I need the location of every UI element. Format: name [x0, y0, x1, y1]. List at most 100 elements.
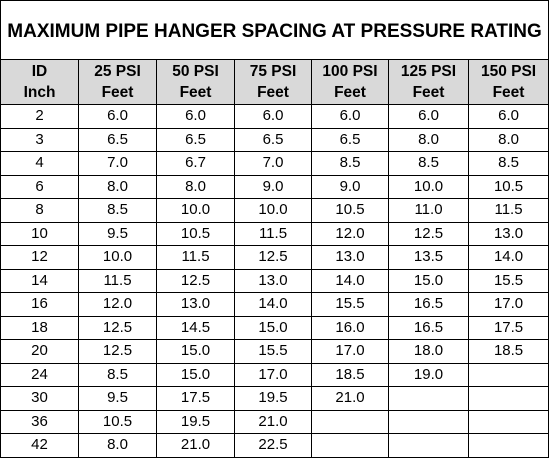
- column-header-line1: 100 PSI: [322, 63, 378, 80]
- spacing-cell: 8.5: [78, 198, 157, 223]
- spacing-cell: 17.5: [467, 315, 549, 340]
- spacing-cell: 19.5: [156, 409, 235, 434]
- spacing-cell: 9.5: [78, 221, 157, 246]
- spacing-cell: 6.7: [156, 151, 235, 176]
- spacing-cell: 15.5: [311, 292, 389, 317]
- spacing-cell: 15.5: [467, 268, 549, 293]
- spacing-cell: 8.0: [467, 127, 549, 152]
- column-header: ID Inch: [0, 59, 79, 105]
- spacing-cell: 13.0: [234, 268, 312, 293]
- pipe-id-cell: 30: [0, 386, 79, 411]
- column-header-unit: Feet: [334, 84, 366, 101]
- spacing-cell: 11.5: [467, 198, 549, 223]
- spacing-cell: 10.5: [467, 174, 549, 199]
- spacing-cell: 12.5: [234, 245, 312, 270]
- column-header-unit: Feet: [101, 84, 134, 101]
- table-row: 10 9.5 10.5 11.5 12.0 12.5 13.0: [0, 221, 549, 246]
- spacing-cell: 15.0: [388, 268, 469, 293]
- table-row: 36 10.5 19.5 21.0: [0, 409, 549, 434]
- spacing-cell: [467, 386, 549, 411]
- spacing-cell: 11.5: [234, 221, 312, 246]
- header-row: ID Inch 25 PSI Feet 50 PSI Feet 75 PSI Feet 100 …: [0, 59, 549, 105]
- spacing-cell: 6.5: [234, 127, 312, 152]
- spacing-cell: 9.5: [78, 386, 157, 411]
- table-row: 30 9.5 17.5 19.5 21.0: [0, 386, 549, 411]
- spacing-cell: 11.5: [156, 245, 235, 270]
- spacing-cell: 16.5: [388, 315, 469, 340]
- spacing-cell: 12.5: [78, 315, 157, 340]
- pipe-id-cell: 4: [0, 151, 79, 176]
- pipe-id-cell: 24: [0, 362, 79, 387]
- spacing-cell: 6.5: [78, 127, 157, 152]
- spacing-cell: 6.0: [388, 104, 469, 129]
- spacing-cell: 11.0: [388, 198, 469, 223]
- pipe-id-cell: 2: [0, 104, 79, 129]
- spacing-cell: 10.5: [156, 221, 235, 246]
- pipe-id-cell: 20: [0, 339, 79, 364]
- spacing-cell: 6.5: [156, 127, 235, 152]
- spacing-cell: 13.0: [156, 292, 235, 317]
- spacing-cell: 12.5: [388, 221, 469, 246]
- column-header: 50 PSI Feet: [156, 59, 235, 105]
- pipe-id-cell: 36: [0, 409, 79, 434]
- spacing-cell: 15.0: [234, 315, 312, 340]
- spacing-cell: 12.0: [78, 292, 157, 317]
- spacing-cell: [311, 409, 389, 434]
- spacing-cell: 12.5: [78, 339, 157, 364]
- spacing-cell: [467, 409, 549, 434]
- table-row: 18 12.5 14.5 15.0 16.0 16.5 17.5: [0, 315, 549, 340]
- spacing-cell: 13.5: [388, 245, 469, 270]
- pipe-id-cell: 42: [0, 433, 79, 458]
- spacing-cell: 14.0: [311, 268, 389, 293]
- spacing-cell: 22.5: [234, 433, 312, 458]
- spacing-cell: 6.0: [234, 104, 312, 129]
- spacing-cell: 10.5: [311, 198, 389, 223]
- spacing-cell: [388, 386, 469, 411]
- column-header-unit: Feet: [179, 84, 212, 101]
- column-header: 125 PSI Feet: [388, 59, 469, 105]
- spacing-cell: 6.0: [156, 104, 235, 129]
- table-row: 12 10.0 11.5 12.5 13.0 13.5 14.0: [0, 245, 549, 270]
- spacing-cell: 6.0: [311, 104, 389, 129]
- column-header-line1: ID: [31, 63, 48, 80]
- table-row: 42 8.0 21.0 22.5: [0, 433, 549, 458]
- spacing-cell: [467, 433, 549, 458]
- spacing-cell: 10.0: [388, 174, 469, 199]
- spacing-cell: 6.0: [78, 104, 157, 129]
- column-header-line1: 150 PSI: [480, 63, 537, 80]
- spacing-cell: [311, 433, 389, 458]
- table-row: 16 12.0 13.0 14.0 15.5 16.5 17.0: [0, 292, 549, 317]
- spacing-cell: 16.5: [388, 292, 469, 317]
- spacing-cell: 10.0: [234, 198, 312, 223]
- spacing-cell: 21.0: [311, 386, 389, 411]
- spacing-cell: 19.0: [388, 362, 469, 387]
- table-row: 14 11.5 12.5 13.0 14.0 15.0 15.5: [0, 268, 549, 293]
- pipe-id-cell: 6: [0, 174, 79, 199]
- column-header-unit: Inch: [23, 84, 56, 101]
- table-row: 20 12.5 15.0 15.5 17.0 18.0 18.5: [0, 339, 549, 364]
- pipe-id-cell: 18: [0, 315, 79, 340]
- column-header: 150 PSI Feet: [467, 59, 549, 105]
- spacing-cell: 9.0: [234, 174, 312, 199]
- column-header-line1: 75 PSI: [249, 63, 297, 80]
- column-header-line1: 50 PSI: [172, 63, 219, 80]
- spacing-cell: 17.0: [234, 362, 312, 387]
- spacing-cell: 15.0: [156, 362, 235, 387]
- spacing-cell: 18.5: [467, 339, 549, 364]
- column-header: 100 PSI Feet: [311, 59, 389, 105]
- column-header: 75 PSI Feet: [234, 59, 312, 105]
- spacing-cell: 12.5: [156, 268, 235, 293]
- table-row: 24 8.5 15.0 17.0 18.5 19.0: [0, 362, 549, 387]
- spacing-cell: 16.0: [311, 315, 389, 340]
- column-header-line1: 25 PSI: [94, 63, 141, 80]
- spacing-cell: 12.0: [311, 221, 389, 246]
- spacing-cell: [388, 409, 469, 434]
- spacing-cell: [388, 433, 469, 458]
- column-header-line1: 125 PSI: [400, 63, 457, 80]
- pipe-id-cell: 16: [0, 292, 79, 317]
- spacing-cell: 17.0: [467, 292, 549, 317]
- pipe-id-cell: 8: [0, 198, 79, 223]
- pipe-id-cell: 3: [0, 127, 79, 152]
- spacing-cell: 8.0: [78, 433, 157, 458]
- spacing-cell: 9.0: [311, 174, 389, 199]
